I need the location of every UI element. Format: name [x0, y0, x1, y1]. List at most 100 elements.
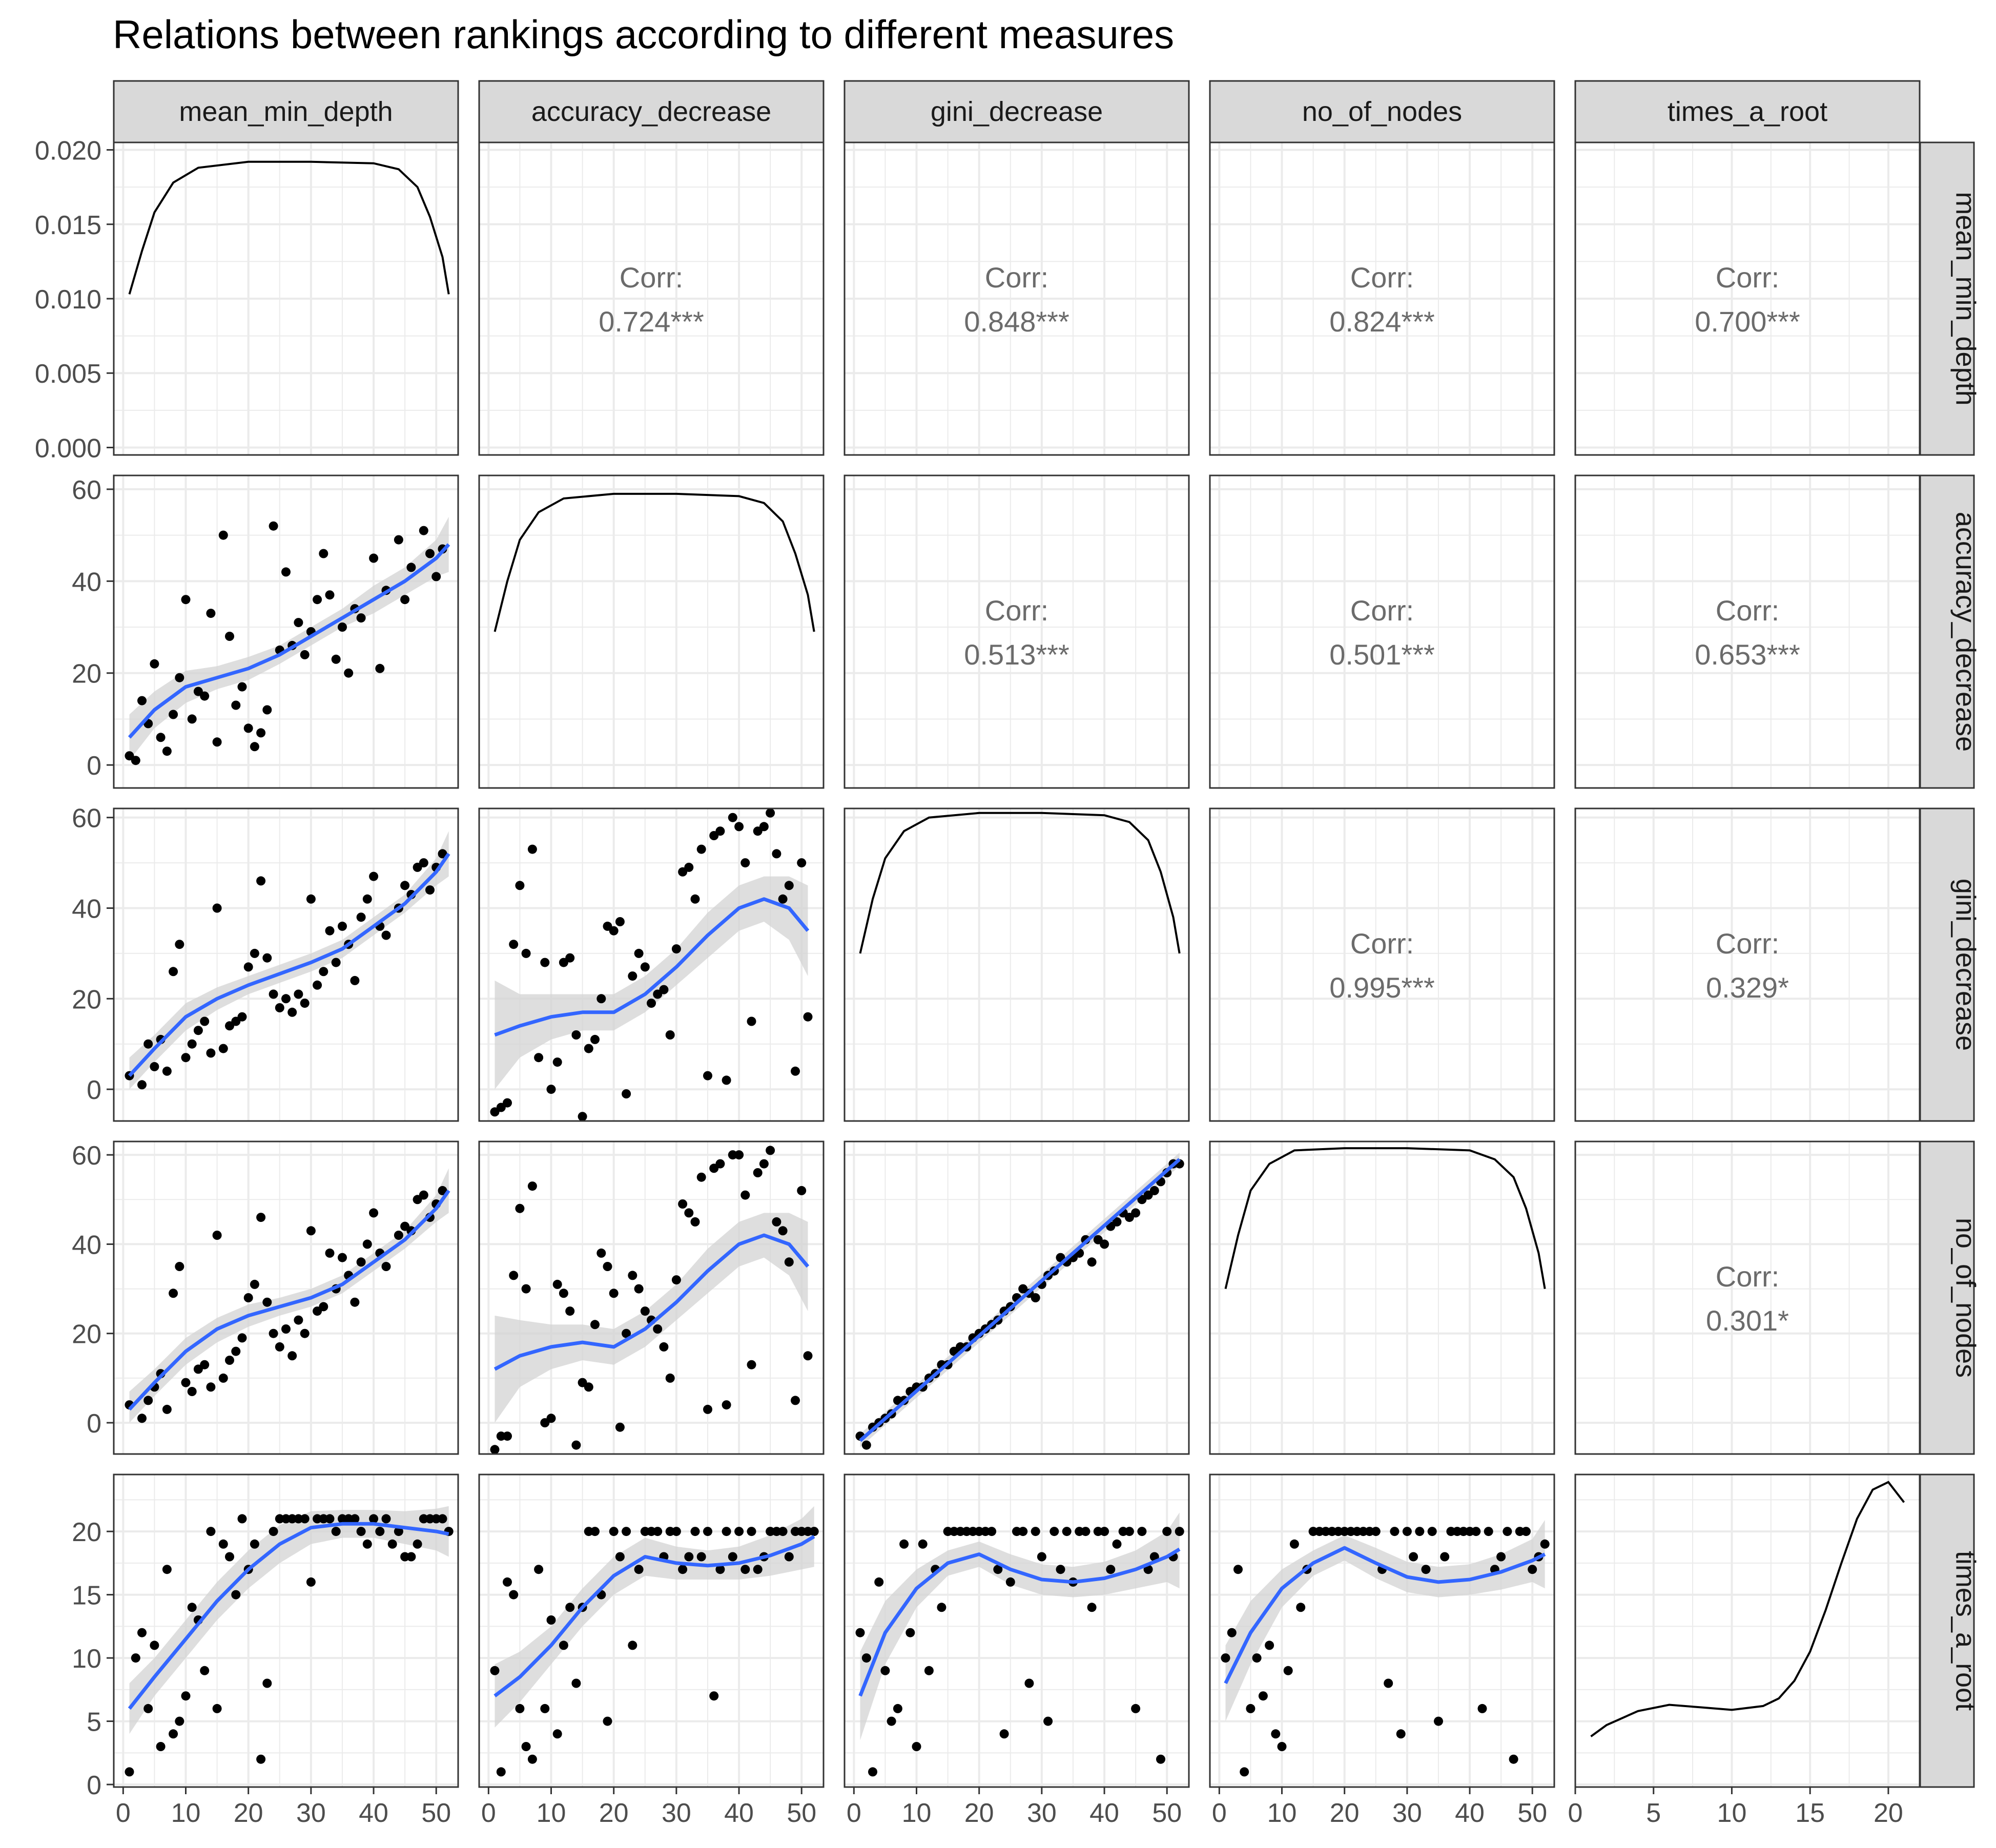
data-point	[791, 1066, 800, 1076]
data-point	[696, 1172, 706, 1182]
data-point	[169, 1729, 178, 1739]
data-point	[356, 613, 366, 623]
panel-background	[1575, 808, 1920, 1121]
data-point	[515, 881, 525, 890]
panel-grid	[479, 142, 824, 455]
confidence-ribbon	[495, 876, 808, 1090]
data-point	[797, 1527, 807, 1536]
x-tick-label: 50	[787, 1798, 816, 1828]
data-point	[1093, 1527, 1103, 1536]
y-tick-label: 0	[87, 751, 101, 781]
panel-border	[113, 1140, 459, 1455]
data-point	[193, 1026, 203, 1035]
data-point	[759, 1159, 769, 1169]
row-strip-label-mean_min_depth: mean_min_depth	[1950, 192, 1981, 405]
data-point	[734, 1150, 744, 1160]
data-point	[1258, 1691, 1268, 1701]
data-point	[1384, 1678, 1393, 1688]
data-point	[703, 1404, 712, 1414]
data-point	[400, 595, 410, 605]
panel-background	[845, 475, 1189, 788]
data-point	[137, 1628, 147, 1637]
data-point	[294, 989, 303, 999]
row-strip-label-accuracy_decrease: accuracy_decrease	[1950, 512, 1981, 752]
data-point	[937, 1603, 946, 1612]
data-point	[369, 1514, 379, 1524]
data-point	[690, 1217, 700, 1227]
corr-label: Corr:	[620, 261, 683, 294]
data-point	[306, 1577, 316, 1587]
data-point	[369, 871, 379, 881]
data-point	[137, 1414, 147, 1423]
data-point	[534, 1565, 544, 1574]
column-strip-accuracy_decrease	[478, 80, 825, 143]
data-point	[747, 1527, 756, 1536]
panel-mean_min_depth-gini_decrease	[845, 142, 1189, 455]
data-point	[728, 1552, 737, 1562]
data-point	[887, 1716, 896, 1726]
data-point	[1484, 1527, 1493, 1536]
data-point	[490, 1445, 500, 1454]
data-point	[269, 521, 278, 531]
data-point	[381, 1262, 391, 1271]
panel-border	[478, 474, 825, 789]
data-point	[1252, 1653, 1262, 1663]
data-point	[1081, 1527, 1090, 1536]
panel-grid	[114, 475, 458, 788]
data-point	[394, 1527, 403, 1536]
y-tick-label: 20	[72, 985, 101, 1014]
data-point	[325, 1514, 335, 1524]
x-tick-label: 50	[1517, 1798, 1547, 1828]
data-point	[338, 921, 347, 931]
data-point	[281, 567, 291, 577]
data-point	[419, 1190, 428, 1200]
data-point	[331, 1527, 341, 1536]
data-point	[143, 1704, 153, 1713]
panel-accuracy_decrease-accuracy_decrease	[479, 475, 824, 788]
data-point	[325, 926, 335, 936]
data-point	[999, 1729, 1009, 1739]
data-point	[734, 822, 744, 832]
y-tick-label: 15	[72, 1581, 101, 1611]
panel-background	[1210, 808, 1554, 1121]
panel-border	[1574, 1473, 1921, 1788]
data-point	[225, 1552, 234, 1562]
data-point	[527, 1754, 537, 1764]
data-point	[1321, 1527, 1330, 1536]
data-point	[344, 668, 354, 678]
y-tick-label: 5	[87, 1708, 101, 1737]
data-point	[784, 881, 794, 890]
x-tick-label: 20	[1330, 1798, 1360, 1828]
data-point	[338, 1253, 347, 1262]
data-point	[294, 618, 303, 628]
data-point	[684, 862, 694, 872]
y-tick-label: 40	[72, 894, 101, 924]
data-point	[740, 1565, 750, 1574]
data-point	[515, 1704, 525, 1713]
data-point	[747, 1360, 756, 1369]
corr-value: 0.653***	[1695, 638, 1800, 671]
data-point	[225, 632, 234, 641]
panel-background	[1210, 475, 1554, 788]
x-tick-label: 0	[1568, 1798, 1583, 1828]
data-point	[212, 903, 222, 913]
data-point	[628, 971, 637, 981]
data-point	[425, 885, 435, 895]
data-point	[1031, 1527, 1040, 1536]
data-point	[356, 1527, 366, 1536]
panel-background	[479, 1475, 824, 1787]
data-point	[1496, 1552, 1506, 1562]
data-point	[703, 1071, 712, 1081]
smooth-line	[1224, 1546, 1546, 1685]
data-point	[893, 1704, 902, 1713]
corr-label: Corr:	[1350, 927, 1414, 960]
x-tick-label: 40	[1455, 1798, 1485, 1828]
data-point	[162, 1066, 172, 1076]
data-point	[218, 530, 228, 540]
data-point	[590, 1527, 600, 1536]
data-point	[861, 1653, 871, 1663]
data-point	[269, 1328, 278, 1338]
data-point	[1050, 1527, 1059, 1536]
data-point	[1227, 1628, 1237, 1637]
data-point	[350, 1297, 360, 1307]
